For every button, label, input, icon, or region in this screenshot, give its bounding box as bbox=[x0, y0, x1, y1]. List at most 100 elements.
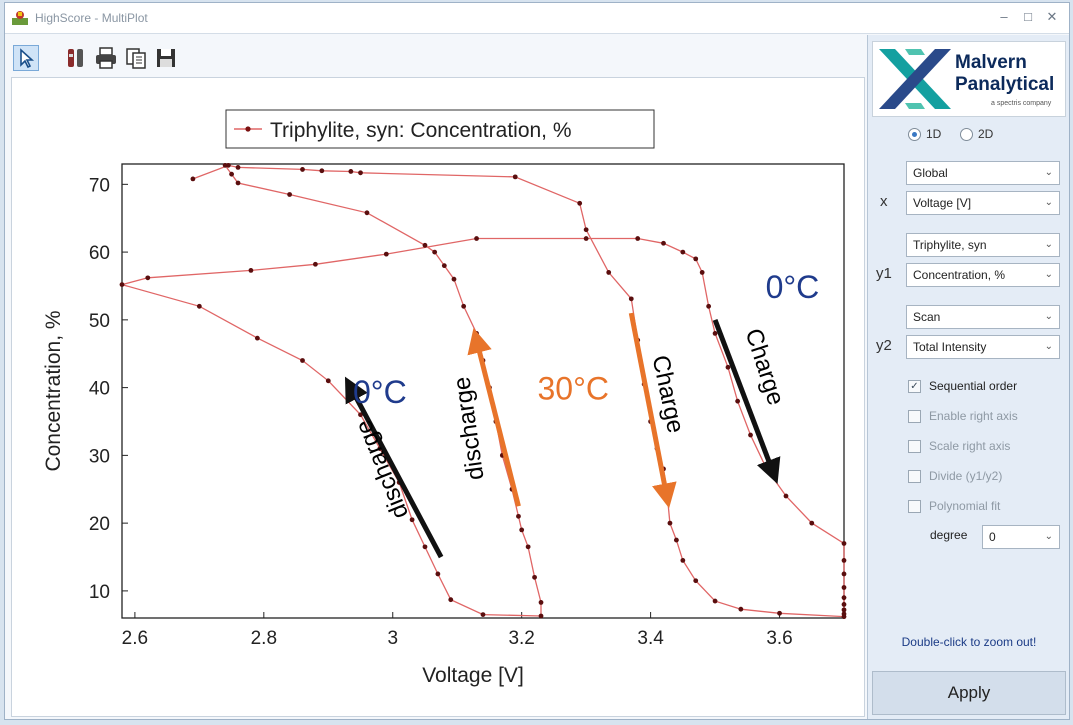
legend[interactable]: Triphylite, syn: Concentration, % bbox=[225, 109, 655, 149]
checkbox-box[interactable] bbox=[908, 500, 921, 514]
apply-button[interactable]: Apply bbox=[872, 671, 1066, 715]
y-tick-label: 30 bbox=[89, 446, 110, 467]
data-point bbox=[783, 493, 789, 499]
settings-sidebar: Malvern Panalytical a spectris company 1… bbox=[867, 35, 1069, 719]
scale-right-axis-checkbox[interactable]: Scale right axis bbox=[908, 438, 1010, 454]
data-point bbox=[809, 520, 815, 526]
data-point bbox=[358, 170, 363, 176]
logo-text-panalytical: Panalytical bbox=[955, 74, 1055, 95]
y1-group-select[interactable]: Triphylite, syn ⌄ bbox=[906, 233, 1060, 257]
radio-1d-indicator[interactable] bbox=[908, 128, 921, 142]
data-point bbox=[364, 210, 370, 216]
chevron-down-icon: ⌄ bbox=[1044, 341, 1053, 352]
polynomial-fit-checkbox[interactable]: Polynomial fit bbox=[908, 498, 1000, 514]
print-icon bbox=[96, 47, 116, 69]
plot-frame bbox=[121, 163, 845, 619]
data-point bbox=[748, 432, 753, 438]
chevron-down-icon: ⌄ bbox=[1044, 311, 1053, 322]
checkbox-box[interactable] bbox=[908, 470, 921, 484]
radio-2d-indicator[interactable] bbox=[960, 128, 973, 142]
copy-button[interactable] bbox=[123, 45, 149, 71]
annotation-label: 0°C bbox=[766, 269, 820, 305]
data-point bbox=[235, 164, 241, 170]
data-point bbox=[312, 261, 318, 267]
data-point bbox=[841, 541, 847, 546]
data-point bbox=[725, 364, 731, 370]
degree-select[interactable]: 0 ⌄ bbox=[982, 525, 1060, 549]
data-point bbox=[196, 303, 202, 309]
y-tick-label: 70 bbox=[89, 175, 110, 196]
y1-value-select[interactable]: Concentration, % ⌄ bbox=[906, 263, 1060, 287]
chevron-down-icon: ⌄ bbox=[1044, 197, 1053, 208]
data-point bbox=[229, 171, 234, 177]
data-point bbox=[712, 598, 718, 604]
divide-checkbox[interactable]: Divide (y1/y2) bbox=[908, 468, 1002, 484]
data-point bbox=[287, 192, 293, 197]
logo-text-malvern: Malvern bbox=[955, 52, 1027, 73]
x-tick-label: 2.6 bbox=[122, 628, 148, 649]
y-tick-label: 50 bbox=[89, 311, 110, 332]
pointer-tool-button[interactable] bbox=[13, 45, 39, 71]
annotation-arrow bbox=[467, 328, 521, 507]
scale-right-axis-label: Scale right axis bbox=[929, 439, 1011, 453]
chart[interactable]: 2.6 2.8 3 3.2 3.4 3.6 10 20 30 40 50 60 70 Voltage [V… bbox=[12, 78, 864, 716]
x-tick-label: 3.4 bbox=[637, 628, 664, 649]
malvern-panalytical-logo: Malvern Panalytical a spectris company bbox=[872, 41, 1066, 117]
x-group-value: Global bbox=[913, 166, 948, 180]
data-point bbox=[190, 176, 196, 182]
radio-2d-label: 2D bbox=[978, 127, 994, 141]
data-point bbox=[254, 335, 260, 341]
data-point bbox=[358, 412, 363, 418]
data-point bbox=[635, 236, 641, 241]
data-point bbox=[841, 602, 847, 607]
checkbox-box[interactable] bbox=[908, 440, 921, 454]
data-point bbox=[712, 331, 718, 336]
logo-tagline: a spectris company bbox=[991, 100, 1052, 107]
data-point bbox=[448, 597, 454, 603]
data-point bbox=[409, 517, 415, 523]
x-value-select[interactable]: Voltage [V] ⌄ bbox=[906, 191, 1060, 215]
chevron-down-icon: ⌄ bbox=[1044, 269, 1053, 280]
checkbox-box[interactable] bbox=[908, 410, 921, 424]
close-button[interactable]: ✕ bbox=[1046, 9, 1058, 24]
y2-group-select[interactable]: Scan ⌄ bbox=[906, 305, 1060, 329]
data-point bbox=[538, 613, 544, 619]
annotation-arrow bbox=[712, 318, 781, 484]
sequential-order-checkbox[interactable]: ✓ Sequential order bbox=[908, 378, 1017, 394]
data-point bbox=[235, 180, 241, 186]
legend-swatch-marker bbox=[245, 126, 251, 132]
data-point bbox=[422, 242, 428, 248]
checkmark-icon[interactable]: ✓ bbox=[908, 380, 921, 394]
plot-area[interactable]: 2.6 2.8 3 3.2 3.4 3.6 10 20 30 40 50 60 70 Voltage [V… bbox=[11, 77, 865, 717]
title-bar: HighScore - MultiPlot – □ ✕ bbox=[5, 3, 1069, 34]
print-button[interactable] bbox=[93, 45, 119, 71]
tools-button[interactable] bbox=[63, 45, 89, 71]
data-point bbox=[532, 574, 537, 580]
minimize-button[interactable]: – bbox=[1000, 9, 1008, 24]
annotation-label: 30°C bbox=[538, 370, 610, 406]
data-point bbox=[300, 167, 305, 172]
radio-2d[interactable]: 2D bbox=[960, 127, 994, 142]
y-axis-title: Concentration, % bbox=[42, 310, 65, 471]
enable-right-axis-checkbox[interactable]: Enable right axis bbox=[908, 408, 1018, 424]
y1-value-text: Concentration, % bbox=[913, 268, 1006, 282]
save-button[interactable] bbox=[153, 45, 179, 71]
x-group-select[interactable]: Global ⌄ bbox=[906, 161, 1060, 185]
data-point bbox=[383, 251, 389, 257]
data-point bbox=[841, 585, 847, 590]
app-logo-icon bbox=[12, 11, 28, 25]
polynomial-fit-label: Polynomial fit bbox=[929, 499, 1001, 513]
data-point bbox=[538, 600, 544, 605]
y2-group-value: Scan bbox=[913, 310, 941, 324]
enable-right-axis-label: Enable right axis bbox=[929, 409, 1018, 423]
maximize-button[interactable]: □ bbox=[1024, 9, 1032, 24]
data-point bbox=[693, 578, 699, 584]
company-logo-icon bbox=[879, 49, 951, 109]
degree-label: degree bbox=[930, 528, 968, 542]
data-point bbox=[628, 296, 634, 302]
data-point bbox=[841, 571, 847, 577]
y2-value-select[interactable]: Total Intensity ⌄ bbox=[906, 335, 1060, 359]
window-title: HighScore - MultiPlot bbox=[35, 11, 148, 25]
radio-1d[interactable]: 1D bbox=[908, 127, 941, 142]
data-point bbox=[583, 227, 589, 233]
